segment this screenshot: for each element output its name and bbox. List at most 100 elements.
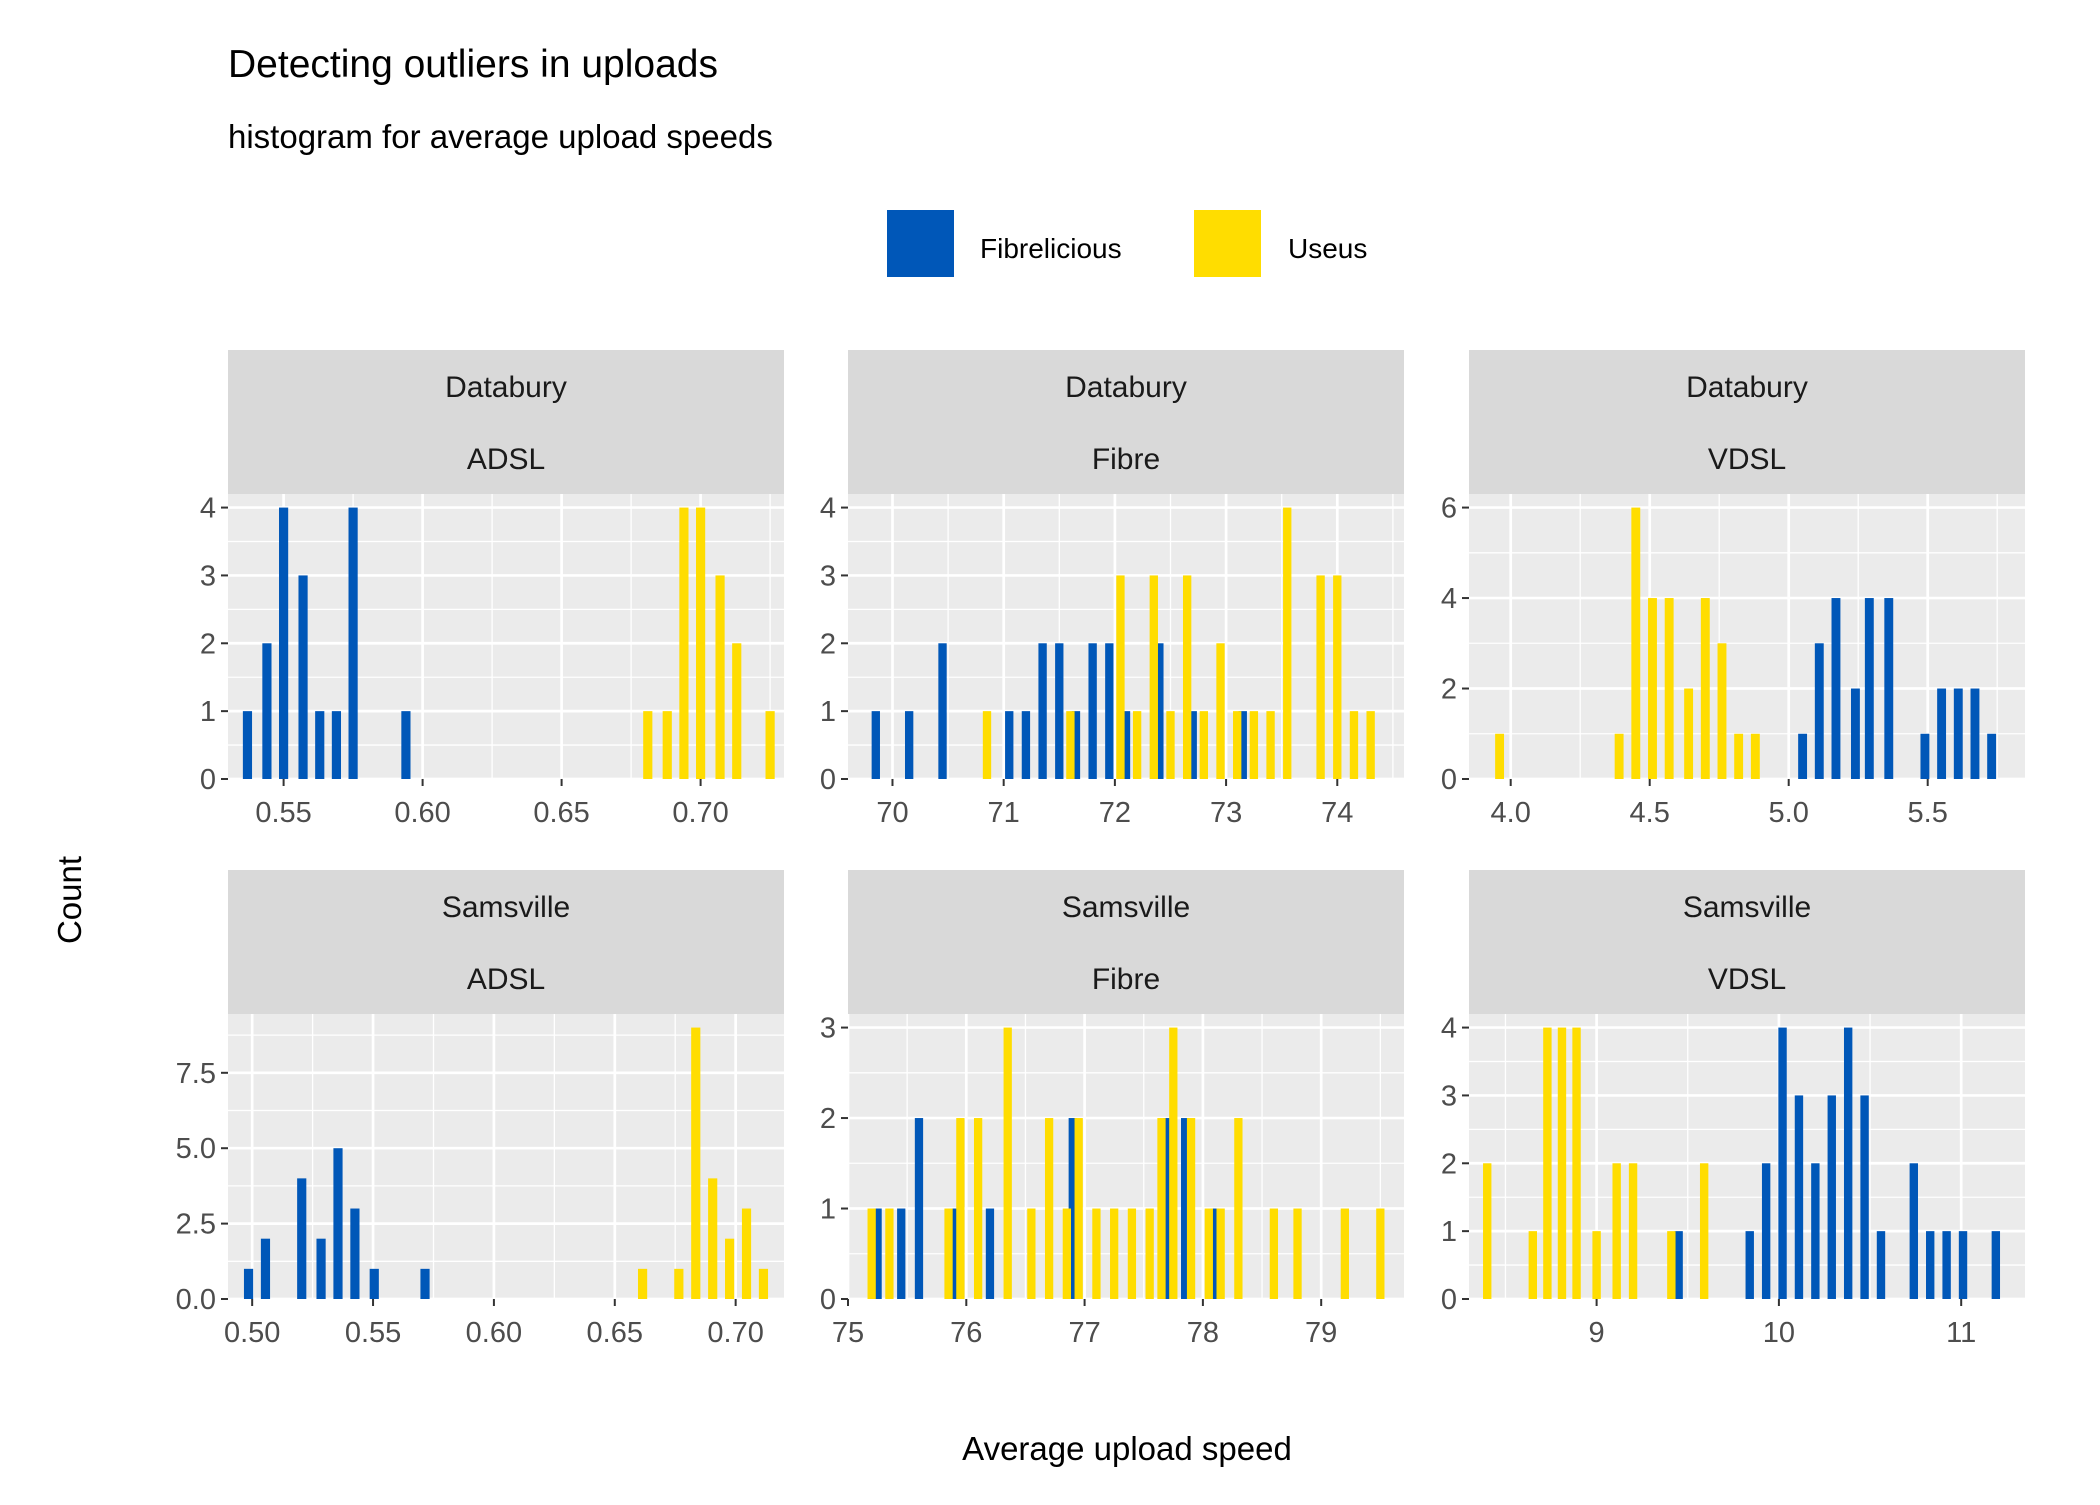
- strip-label-technology: Fibre: [1092, 963, 1160, 996]
- bar-useus: [1495, 733, 1505, 779]
- strip-label-city: Databury: [1065, 371, 1187, 404]
- bar-fibrelicious: [1920, 733, 1930, 779]
- y-tick-label: 1: [820, 1194, 836, 1226]
- chart-title: Detecting outliers in uploads: [228, 43, 718, 86]
- bar-useus: [691, 1027, 701, 1299]
- y-tick-label: 0.0: [176, 1284, 216, 1316]
- bar-useus: [1149, 575, 1158, 779]
- legend-swatch-useus: [1194, 210, 1261, 277]
- bar-useus: [1044, 1118, 1054, 1299]
- plot-area-samsville-adsl: [228, 1014, 784, 1299]
- bar-fibrelicious: [331, 711, 342, 779]
- x-tick-label: 0.60: [394, 797, 450, 829]
- y-tick-label: 5.0: [176, 1133, 216, 1165]
- bar-fibrelicious: [1991, 1231, 2001, 1299]
- x-tick-label: 79: [1305, 1317, 1337, 1349]
- bar-useus: [732, 643, 742, 779]
- bar-useus: [1316, 575, 1325, 779]
- bar-fibrelicious: [1674, 1231, 1683, 1299]
- x-tick-label: 72: [1099, 797, 1131, 829]
- x-tick-label: 0.65: [533, 797, 589, 829]
- x-tick-label: 4.5: [1630, 797, 1670, 829]
- bar-fibrelicious: [262, 643, 272, 779]
- bar-useus: [1631, 507, 1641, 779]
- bar-useus: [867, 1208, 876, 1299]
- bar-fibrelicious: [1937, 688, 1947, 779]
- y-tick-label: 2: [820, 1103, 836, 1135]
- y-tick-label: 3: [820, 560, 836, 592]
- bar-fibrelicious: [1970, 688, 1980, 779]
- x-tick-label: 0.65: [587, 1317, 643, 1349]
- x-tick-label: 76: [950, 1317, 982, 1349]
- bar-useus: [1182, 575, 1192, 779]
- strip-databury-vdsl: [1469, 350, 2025, 494]
- x-tick-label: 5.5: [1908, 797, 1948, 829]
- bar-useus: [1664, 598, 1674, 779]
- y-tick-label: 4: [1441, 1013, 1457, 1045]
- bar-useus: [758, 1268, 769, 1299]
- bar-useus: [973, 1118, 983, 1299]
- x-tick-label: 0.50: [224, 1317, 280, 1349]
- bar-useus: [1349, 711, 1359, 779]
- bar-fibrelicious: [1188, 711, 1197, 779]
- bar-useus: [1234, 1118, 1243, 1299]
- bar-fibrelicious: [1850, 688, 1860, 779]
- strip-label-city: Databury: [1686, 371, 1808, 404]
- strip-samsville-vdsl: [1469, 870, 2025, 1014]
- bar-useus: [1003, 1027, 1012, 1299]
- bars: [1483, 1027, 2001, 1299]
- major-gridlines: [1469, 494, 2025, 781]
- bar-useus: [1628, 1163, 1638, 1299]
- x-tick-label: 5.0: [1769, 797, 1809, 829]
- plot-area-databury-vdsl: [1469, 494, 2025, 779]
- bar-fibrelicious: [1155, 643, 1164, 779]
- minor-gridlines: [1469, 494, 2025, 779]
- major-gridlines: [846, 1014, 1404, 1301]
- bar-fibrelicious: [420, 1268, 430, 1299]
- y-tick-label: 1: [1441, 1216, 1457, 1248]
- bars: [867, 1027, 1385, 1299]
- bar-useus: [1186, 1118, 1196, 1299]
- bar-useus: [1366, 711, 1375, 779]
- bar-fibrelicious: [1088, 643, 1097, 779]
- bar-useus: [1110, 1208, 1119, 1299]
- panel-samsville-vdsl: Samsville VDSL 9 10 11 0 1 2 3 4: [1441, 870, 2025, 1349]
- bar-useus: [1283, 507, 1292, 779]
- x-tick-label: 10: [1763, 1317, 1795, 1349]
- y-axis-samsville-fibre: 0 1 2 3: [820, 1013, 848, 1316]
- legend-label-fibrelicious: Fibrelicious: [980, 233, 1122, 264]
- bar-useus: [741, 1208, 752, 1299]
- strip-label-city: Samsville: [1062, 891, 1190, 924]
- y-tick-label: 4: [200, 493, 216, 525]
- x-tick-label: 70: [876, 797, 908, 829]
- bar-useus: [1700, 598, 1710, 779]
- y-tick-label: 7.5: [176, 1058, 216, 1090]
- bar-fibrelicious: [1745, 1231, 1754, 1299]
- x-tick-label: 9: [1589, 1317, 1605, 1349]
- bar-useus: [1750, 733, 1760, 779]
- panel-samsville-fibre: Samsville Fibre 75 76 77 78 79 0 1 2 3: [820, 870, 1404, 1349]
- bar-useus: [679, 507, 689, 779]
- bar-useus: [885, 1208, 894, 1299]
- bar-fibrelicious: [1798, 733, 1808, 779]
- bar-useus: [1717, 643, 1727, 779]
- bar-useus: [1132, 711, 1142, 779]
- x-axis-databury-adsl: 0.55 0.60 0.65 0.70: [255, 779, 729, 829]
- bar-fibrelicious: [1071, 711, 1081, 779]
- bar-useus: [1557, 1027, 1567, 1299]
- x-axis-databury-fibre: 70 71 72 73 74: [876, 779, 1353, 829]
- bar-useus: [1166, 711, 1175, 779]
- y-axis-samsville-vdsl: 0 1 2 3 4: [1441, 1013, 1469, 1316]
- y-tick-label: 0: [200, 764, 216, 796]
- bar-fibrelicious: [401, 711, 411, 779]
- bar-fibrelicious: [297, 1178, 307, 1299]
- y-tick-label: 0: [820, 764, 836, 796]
- bar-useus: [1592, 1231, 1601, 1299]
- bar-useus: [1333, 575, 1342, 779]
- bar-fibrelicious: [260, 1238, 271, 1299]
- bar-fibrelicious: [350, 1208, 360, 1299]
- bar-useus: [1062, 1208, 1071, 1299]
- bar-fibrelicious: [1843, 1027, 1853, 1299]
- bar-fibrelicious: [1987, 733, 1997, 779]
